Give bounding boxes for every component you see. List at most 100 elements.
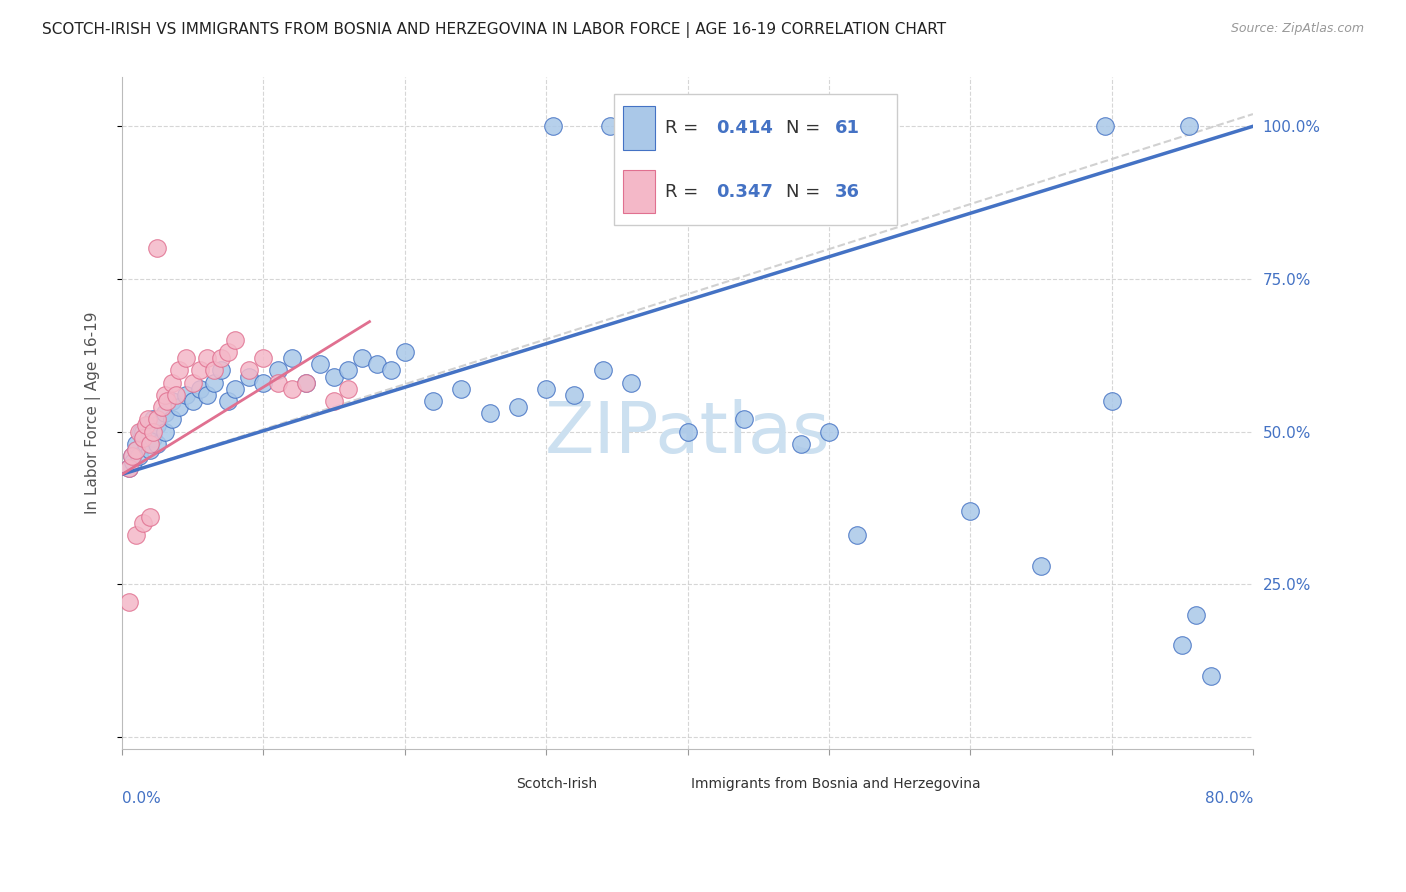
Point: [224, 333, 246, 347]
Point: [195, 351, 218, 366]
Point: [181, 376, 204, 390]
Point: [238, 363, 260, 377]
Point: [118, 461, 141, 475]
Point: [135, 436, 157, 450]
Point: [252, 376, 274, 390]
Text: 0.347: 0.347: [716, 183, 773, 201]
Point: [252, 351, 274, 366]
Text: Source: ZipAtlas.com: Source: ZipAtlas.com: [1230, 22, 1364, 36]
Point: [139, 510, 162, 524]
Point: [1029, 558, 1052, 573]
Point: [121, 449, 143, 463]
Point: [167, 400, 190, 414]
Point: [959, 504, 981, 518]
Point: [125, 528, 148, 542]
Point: [352, 351, 374, 366]
Point: [1094, 120, 1116, 134]
Point: [1199, 669, 1222, 683]
Text: N =: N =: [786, 183, 825, 201]
Point: [188, 363, 211, 377]
Point: [543, 120, 565, 134]
Bar: [659, 767, 685, 799]
Text: 36: 36: [835, 183, 859, 201]
FancyBboxPatch shape: [614, 95, 897, 225]
Point: [266, 376, 288, 390]
Point: [195, 388, 218, 402]
Point: [281, 382, 304, 396]
Point: [323, 369, 346, 384]
Point: [181, 394, 204, 409]
Bar: [484, 767, 509, 799]
Point: [128, 425, 150, 439]
Point: [125, 442, 148, 457]
Point: [295, 376, 318, 390]
Point: [217, 345, 239, 359]
Point: [174, 388, 197, 402]
Point: [125, 442, 148, 457]
Point: [139, 425, 162, 439]
Text: 0.414: 0.414: [716, 119, 773, 136]
Point: [121, 449, 143, 463]
Text: 61: 61: [835, 119, 859, 136]
Point: [217, 394, 239, 409]
Point: [599, 120, 621, 134]
Point: [153, 388, 176, 402]
Point: [295, 376, 318, 390]
Point: [1178, 120, 1201, 134]
Point: [129, 425, 152, 439]
Point: [592, 363, 614, 377]
Point: [188, 382, 211, 396]
Point: [266, 363, 288, 377]
Point: [142, 425, 165, 439]
Point: [142, 431, 165, 445]
Point: [132, 516, 155, 530]
Point: [132, 431, 155, 445]
Bar: [623, 106, 655, 150]
Point: [564, 388, 586, 402]
Point: [160, 394, 183, 409]
Point: [450, 382, 472, 396]
Point: [789, 436, 811, 450]
Point: [153, 406, 176, 420]
Bar: [623, 169, 655, 213]
Point: [337, 363, 360, 377]
Point: [1101, 394, 1123, 409]
Point: [153, 425, 176, 439]
Point: [380, 363, 402, 377]
Point: [620, 376, 643, 390]
Point: [132, 425, 155, 439]
Point: [422, 394, 444, 409]
Point: [135, 418, 157, 433]
Point: [156, 394, 179, 409]
Point: [160, 412, 183, 426]
Point: [238, 369, 260, 384]
Point: [506, 400, 529, 414]
Point: [118, 461, 141, 475]
Point: [139, 436, 162, 450]
Point: [165, 388, 187, 402]
Point: [846, 528, 869, 542]
Text: 80.0%: 80.0%: [1205, 790, 1253, 805]
Point: [676, 425, 699, 439]
Point: [224, 382, 246, 396]
Point: [128, 449, 150, 463]
Text: ZIPatlas: ZIPatlas: [544, 399, 831, 467]
Point: [1185, 607, 1208, 622]
Point: [125, 436, 148, 450]
Point: [150, 400, 173, 414]
Point: [394, 345, 416, 359]
Point: [139, 442, 162, 457]
Text: SCOTCH-IRISH VS IMMIGRANTS FROM BOSNIA AND HERZEGOVINA IN LABOR FORCE | AGE 16-1: SCOTCH-IRISH VS IMMIGRANTS FROM BOSNIA A…: [42, 22, 946, 38]
Point: [733, 412, 755, 426]
Point: [202, 363, 225, 377]
Point: [146, 241, 169, 255]
Text: R =: R =: [665, 183, 704, 201]
Point: [167, 363, 190, 377]
Point: [209, 351, 232, 366]
Point: [641, 120, 664, 134]
Point: [146, 436, 169, 450]
Point: [366, 357, 388, 371]
Point: [281, 351, 304, 366]
Point: [132, 431, 155, 445]
Point: [146, 412, 169, 426]
